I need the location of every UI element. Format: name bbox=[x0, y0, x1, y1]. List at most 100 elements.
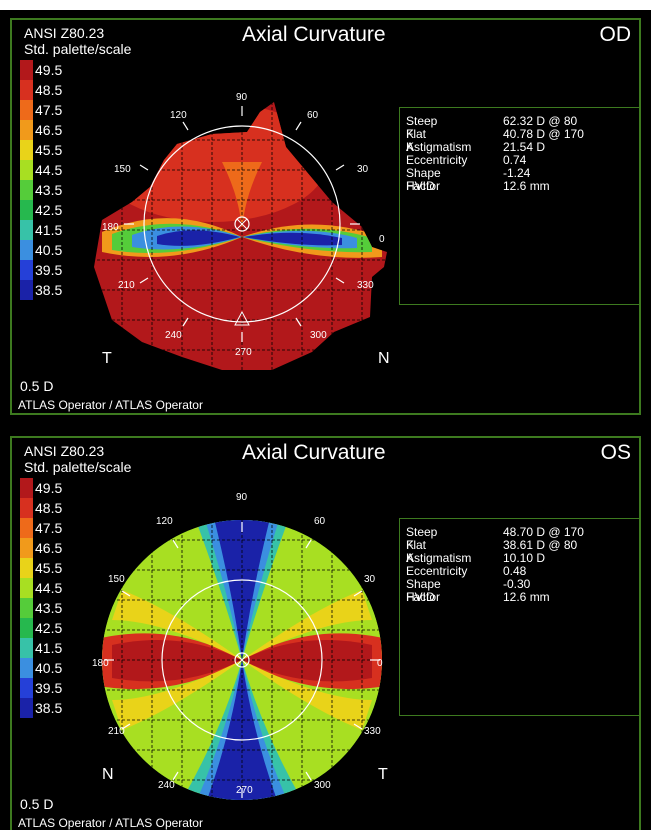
scale-swatch bbox=[20, 240, 33, 260]
scale-swatch bbox=[20, 678, 33, 698]
angle-label: 270 bbox=[236, 785, 253, 796]
info-label: Astigmatism bbox=[406, 551, 472, 565]
angle-label: 210 bbox=[118, 280, 135, 291]
angle-label: 330 bbox=[364, 726, 381, 737]
degree-ticks bbox=[124, 106, 360, 342]
angle-label: 0 bbox=[379, 234, 385, 245]
scale-step: 49.5 bbox=[20, 478, 80, 498]
scale-step: 43.5 bbox=[20, 598, 80, 618]
info-value: 12.6 mm bbox=[503, 590, 550, 604]
angle-label: 60 bbox=[307, 110, 319, 121]
scale-swatch bbox=[20, 518, 33, 538]
info-label: Shape Factor bbox=[406, 577, 441, 604]
angle-label: 240 bbox=[165, 330, 182, 341]
scale-swatch bbox=[20, 618, 33, 638]
angle-label: 150 bbox=[108, 574, 125, 585]
scale-value: 43.5 bbox=[35, 600, 63, 616]
scale-swatch bbox=[20, 498, 33, 518]
info-value: 38.61 D @ 80 bbox=[503, 538, 578, 552]
angle-label: 180 bbox=[92, 658, 109, 669]
scale-swatch bbox=[20, 478, 33, 498]
scale-value: 48.5 bbox=[35, 82, 63, 98]
color-scale: 49.5 48.5 47.5 46.5 45.5 44.5 43.5 42.5 … bbox=[20, 60, 80, 300]
scale-swatch bbox=[20, 280, 33, 300]
od-topography-map[interactable]: 90 60 30 0 330 300 270 240 210 180 150 1… bbox=[72, 52, 402, 382]
angle-label: 240 bbox=[158, 780, 175, 791]
standard-label: ANSI Z80.23 bbox=[24, 443, 105, 459]
scale-value: 44.5 bbox=[35, 580, 63, 596]
scale-swatch bbox=[20, 80, 33, 100]
od-axial-curvature-panel[interactable]: ANSI Z80.23 Std. palette/scale Axial Cur… bbox=[10, 18, 641, 415]
operator-footer: ATLAS Operator / ATLAS Operator bbox=[18, 398, 203, 412]
scale-value: 42.5 bbox=[35, 202, 63, 218]
apex-marker bbox=[234, 652, 250, 668]
scale-value: 47.5 bbox=[35, 520, 63, 536]
scale-step: 47.5 bbox=[20, 100, 80, 120]
scale-value: 38.5 bbox=[35, 700, 63, 716]
info-label: Steep K bbox=[406, 525, 438, 552]
scale-step: 43.5 bbox=[20, 180, 80, 200]
angle-label: 120 bbox=[170, 110, 187, 121]
scale-value: 39.5 bbox=[35, 680, 63, 696]
angle-label: 180 bbox=[102, 222, 119, 233]
scale-swatch bbox=[20, 260, 33, 280]
info-label: Shape Factor bbox=[406, 166, 441, 193]
scale-step: 41.5 bbox=[20, 220, 80, 240]
scale-value: 40.5 bbox=[35, 660, 63, 676]
info-value: 21.54 D bbox=[503, 140, 546, 154]
angle-label: 210 bbox=[108, 726, 125, 737]
apex-marker bbox=[234, 216, 250, 232]
info-value: 48.70 D @ 170 bbox=[503, 525, 584, 539]
info-label: Steep K bbox=[406, 114, 438, 141]
angle-label: 150 bbox=[114, 164, 131, 175]
scale-swatch bbox=[20, 558, 33, 578]
angle-label: 90 bbox=[236, 492, 248, 503]
scale-step: 48.5 bbox=[20, 498, 80, 518]
scale-swatch bbox=[20, 578, 33, 598]
scale-value: 39.5 bbox=[35, 262, 63, 278]
angle-label: 60 bbox=[314, 516, 326, 527]
palette-label: Std. palette/scale bbox=[24, 459, 132, 475]
operator-footer: ATLAS Operator / ATLAS Operator bbox=[18, 816, 203, 830]
scale-step: 47.5 bbox=[20, 518, 80, 538]
scale-step: 44.5 bbox=[20, 160, 80, 180]
scale-step: 48.5 bbox=[20, 80, 80, 100]
degree-ticks bbox=[104, 522, 380, 798]
os-axial-curvature-panel[interactable]: ANSI Z80.23 Std. palette/scale Axial Cur… bbox=[10, 436, 641, 830]
info-value: -0.30 bbox=[503, 577, 531, 591]
reference-circle bbox=[143, 125, 341, 323]
info-value: 12.6 mm bbox=[503, 179, 550, 193]
scale-step: 42.5 bbox=[20, 200, 80, 220]
scale-swatch bbox=[20, 638, 33, 658]
scale-step: 39.5 bbox=[20, 260, 80, 280]
angle-label: 330 bbox=[357, 280, 374, 291]
scale-value: 49.5 bbox=[35, 62, 63, 78]
scale-swatch bbox=[20, 180, 33, 200]
scale-swatch bbox=[20, 140, 33, 160]
color-scale: 49.5 48.5 47.5 46.5 45.5 44.5 43.5 42.5 … bbox=[20, 478, 80, 718]
os-topography-map[interactable]: 90 60 30 0 330 300 270 240 210 180 150 1… bbox=[72, 470, 402, 800]
info-value: 0.48 bbox=[503, 564, 527, 578]
scale-step: 45.5 bbox=[20, 140, 80, 160]
nasal-side-label: N bbox=[102, 766, 114, 783]
scale-swatch bbox=[20, 60, 33, 80]
scale-value: 46.5 bbox=[35, 122, 63, 138]
scale-step: 40.5 bbox=[20, 658, 80, 678]
angle-label: 270 bbox=[235, 347, 252, 358]
palette-label: Std. palette/scale bbox=[24, 41, 132, 57]
scale-step: 44.5 bbox=[20, 578, 80, 598]
scale-value: 45.5 bbox=[35, 560, 63, 576]
info-label: Flat K bbox=[406, 127, 427, 154]
scale-swatch bbox=[20, 120, 33, 140]
scale-value: 43.5 bbox=[35, 182, 63, 198]
angle-label: 300 bbox=[310, 330, 327, 341]
info-value: -1.24 bbox=[503, 166, 531, 180]
scale-step: 46.5 bbox=[20, 538, 80, 558]
scale-value: 48.5 bbox=[35, 500, 63, 516]
eye-label: OD bbox=[599, 23, 632, 46]
info-label: Eccentricity bbox=[406, 564, 468, 578]
angle-label: 0 bbox=[377, 658, 383, 669]
scale-resolution: 0.5 D bbox=[20, 378, 54, 394]
window-top-bar bbox=[0, 0, 651, 10]
scale-step: 45.5 bbox=[20, 558, 80, 578]
